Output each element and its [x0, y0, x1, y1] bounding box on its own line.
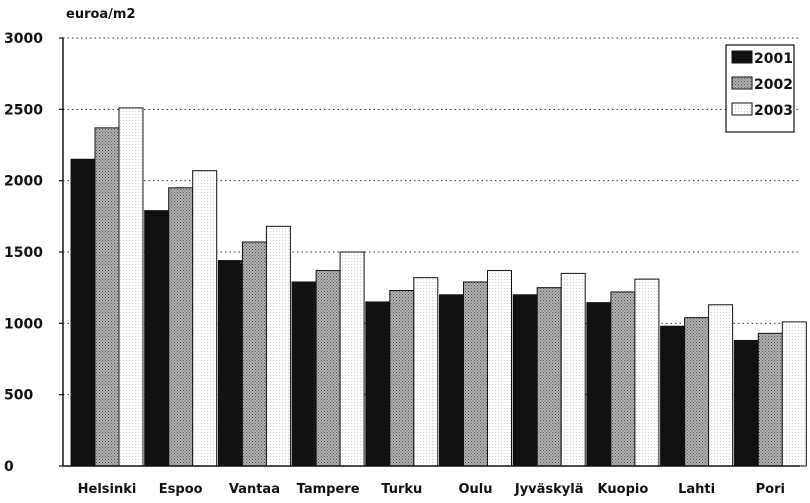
bar-2003-kuopio: [634, 278, 660, 467]
x-tick-label: Espoo: [159, 482, 203, 497]
y-axis-unit-label: euroa/m2: [66, 7, 136, 22]
y-tick-label: 500: [4, 388, 33, 404]
bar-2002-oulu: [463, 281, 488, 467]
bar-series: [70, 107, 807, 467]
bar-2003-pori: [781, 321, 807, 467]
legend-label-2001: 2001: [754, 51, 793, 67]
bar-2001-tampere: [291, 281, 317, 467]
x-axis-category-labels: Helsinki Espoo Vantaa Tampere Turku Oulu Jyväs…: [78, 482, 785, 497]
x-tick-label: Oulu: [458, 482, 492, 497]
y-tick-label: 1500: [4, 245, 43, 261]
legend: 2001 2002 2003: [725, 44, 795, 133]
y-tick-label: 1000: [4, 316, 43, 332]
legend-swatch-2003: [731, 102, 753, 116]
bar-2003-vantaa: [265, 225, 291, 467]
legend-label-2003: 2003: [754, 103, 793, 119]
x-tick-label: Lahti: [678, 482, 715, 497]
bar-2001-kuopio: [586, 302, 612, 467]
bar-2001-helsinki: [70, 158, 96, 467]
bar-2003-oulu: [487, 270, 512, 467]
bar-2001-espoo: [144, 210, 170, 467]
bar-2002-tampere: [315, 270, 341, 467]
bar-2002-turku: [389, 290, 415, 467]
bar-2001-oulu: [439, 294, 464, 467]
bar-2002-pori: [757, 332, 783, 467]
x-tick-label: Vantaa: [229, 482, 280, 497]
bar-2001-vantaa: [217, 260, 243, 467]
bar-2003-helsinki: [118, 107, 144, 467]
bar-2003-tampere: [339, 251, 365, 467]
y-tick-label: 2000: [4, 174, 43, 190]
y-axis-ticks: 0 500 1000 1500 2000 2500 3000: [4, 31, 63, 475]
bar-2002-kuopio: [610, 291, 636, 467]
legend-swatch-2002: [731, 76, 753, 90]
bar-2001-turku: [365, 301, 391, 467]
y-tick-label: 2500: [4, 102, 43, 118]
bar-2001-jyväskylä: [512, 294, 538, 467]
x-tick-label: Kuopio: [598, 482, 649, 497]
legend-swatch-2001: [731, 50, 753, 64]
y-tick-label: 3000: [4, 31, 43, 47]
bar-2002-lahti: [684, 317, 710, 467]
bar-2002-espoo: [168, 187, 194, 467]
x-tick-label: Turku: [381, 482, 422, 497]
x-tick-label: Tampere: [297, 482, 360, 497]
x-tick-label: Pori: [756, 482, 785, 497]
x-tick-label: Helsinki: [78, 482, 137, 497]
bar-2001-lahti: [660, 325, 686, 467]
bar-2003-jyväskylä: [560, 272, 586, 467]
y-tick-label: 0: [4, 459, 14, 475]
legend-label-2002: 2002: [754, 77, 793, 93]
bar-2002-jyväskylä: [536, 287, 562, 467]
bar-2003-espoo: [192, 170, 218, 467]
bar-2001-pori: [733, 339, 759, 467]
bar-2003-turku: [413, 277, 439, 467]
bar-2002-helsinki: [94, 127, 120, 467]
x-tick-label: Jyväskylä: [514, 482, 584, 497]
bar-2003-lahti: [708, 304, 734, 467]
bar-2002-vantaa: [241, 241, 267, 467]
